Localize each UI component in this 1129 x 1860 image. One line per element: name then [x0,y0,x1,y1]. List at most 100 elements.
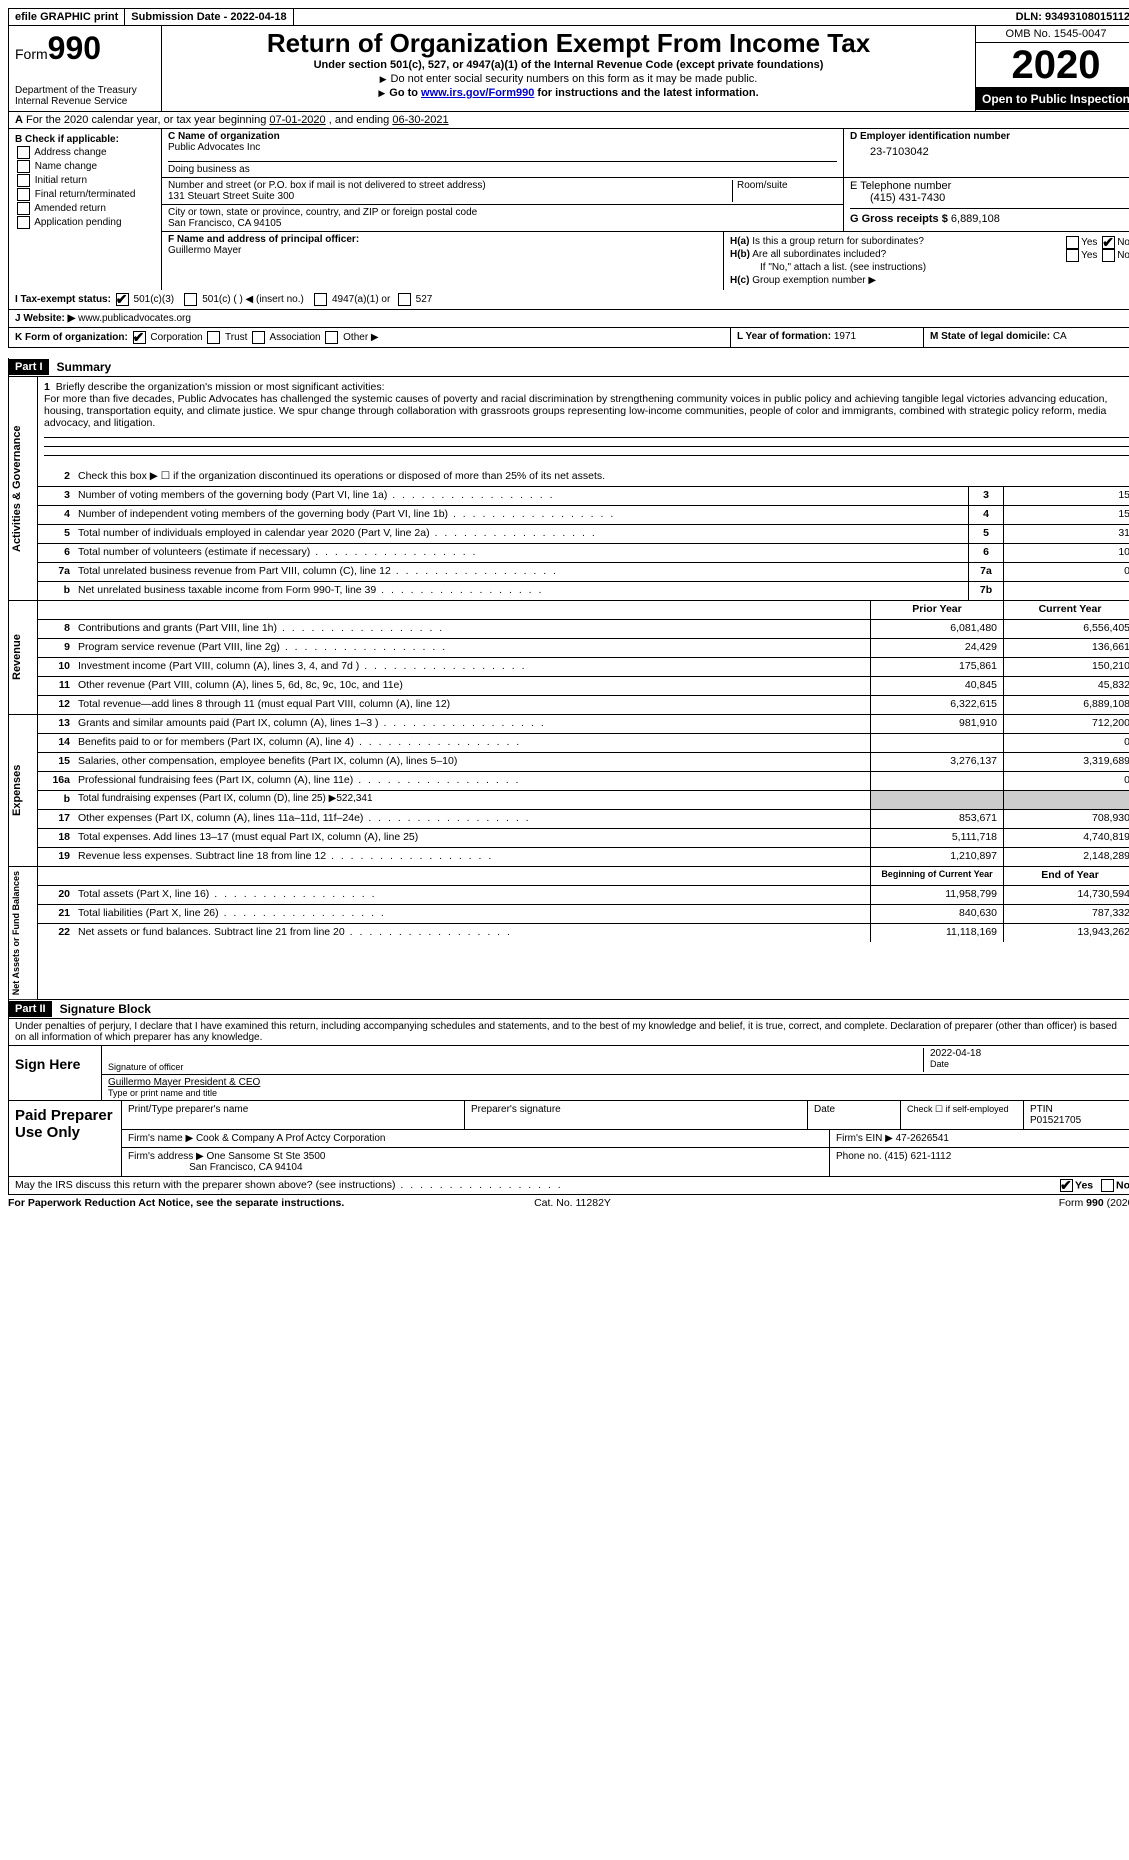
mission-label: Briefly describe the organization's miss… [56,381,385,393]
check-501c3[interactable] [116,293,129,306]
header-right: OMB No. 1545-0047 2020 Open to Public In… [976,26,1129,111]
signature-block: Under penalties of perjury, I declare th… [8,1019,1129,1101]
group-return-block: H(a) Is this a group return for subordin… [724,232,1129,290]
net-assets-section: Net Assets or Fund Balances Beginning of… [8,867,1129,1000]
line-7b: Net unrelated business taxable income fr… [74,582,968,600]
sig-date: 2022-04-18 [930,1048,1129,1059]
line-2: Check this box ▶ ☐ if the organization d… [74,468,1129,486]
ssn-warning: Do not enter social security numbers on … [168,73,969,85]
end-year-hdr: End of Year [1003,867,1129,885]
check-final-return[interactable] [17,188,30,201]
ptin: P01521705 [1030,1115,1081,1126]
irs-link[interactable]: www.irs.gov/Form990 [421,87,534,99]
year-begin: 07-01-2020 [269,114,325,126]
omb-number: OMB No. 1545-0047 [976,26,1129,43]
mission-text: For more than five decades, Public Advoc… [44,393,1129,429]
begin-year-hdr: Beginning of Current Year [870,867,1003,885]
firm-phone: (415) 621-1112 [884,1151,951,1162]
form-number: 990 [48,30,101,66]
side-activities: Activities & Governance [9,377,38,600]
paperwork-notice: For Paperwork Reduction Act Notice, see … [8,1197,384,1209]
public-inspection: Open to Public Inspection [976,88,1129,110]
line-4: Number of independent voting members of … [74,506,968,524]
discuss-row: May the IRS discuss this return with the… [8,1177,1129,1195]
street-address: 131 Steuart Street Suite 300 [168,191,732,202]
room-suite-label: Room/suite [732,180,837,202]
tax-year: 2020 [976,43,1129,88]
revenue-section: Revenue Prior YearCurrent Year 8Contribu… [8,601,1129,715]
check-name-change[interactable] [17,160,30,173]
check-app-pending[interactable] [17,216,30,229]
org-name-block: C Name of organization Public Advocates … [162,129,844,177]
check-4947[interactable] [314,293,327,306]
firm-name: Cook & Company A Prof Actcy Corporation [196,1133,386,1144]
identity-grid: B Check if applicable: Address change Na… [8,129,1129,290]
form-subtitle: Under section 501(c), 527, or 4947(a)(1)… [168,59,969,71]
check-other[interactable] [325,331,338,344]
header-mid: Return of Organization Exempt From Incom… [162,26,976,111]
submission-date: Submission Date - 2022-04-18 [125,9,293,25]
top-bar: efile GRAPHIC print Submission Date - 20… [8,8,1129,26]
check-amended[interactable] [17,202,30,215]
part1-header: Part I Summary [8,358,1129,377]
hb-no[interactable] [1102,249,1115,262]
line-3: Number of voting members of the governin… [74,487,968,505]
current-year-hdr: Current Year [1003,601,1129,619]
dln: DLN: 93493108015112 [1010,9,1129,25]
discuss-no[interactable] [1101,1179,1114,1192]
tax-exempt-status: I Tax-exempt status: 501(c)(3) 501(c) ( … [8,290,1129,310]
year-formation: 1971 [834,331,856,342]
ha-yes[interactable] [1066,236,1079,249]
prior-year-hdr: Prior Year [870,601,1003,619]
check-trust[interactable] [207,331,220,344]
officer-block: F Name and address of principal officer:… [162,232,724,290]
hb-yes[interactable] [1066,249,1079,262]
year-end: 06-30-2021 [392,114,448,126]
line-5: Total number of individuals employed in … [74,525,968,543]
form-ref: Form 990 (2020) [761,1197,1129,1209]
side-net-assets: Net Assets or Fund Balances [9,867,38,999]
telephone: (415) 431-7430 [850,192,1129,204]
firm-addr1: One Sansome St Ste 3500 [207,1151,326,1162]
ha-no[interactable] [1102,236,1115,249]
firm-addr2: San Francisco, CA 94104 [189,1162,302,1173]
discuss-yes[interactable] [1060,1179,1073,1192]
paid-preparer-block: Paid Preparer Use Only Print/Type prepar… [8,1101,1129,1177]
preparer-label: Paid Preparer Use Only [9,1101,122,1176]
check-527[interactable] [398,293,411,306]
address-block: Number and street (or P.O. box if mail i… [162,178,844,231]
row-a-tax-year: A For the 2020 calendar year, or tax yea… [8,112,1129,129]
sign-here-label: Sign Here [9,1046,102,1100]
officer-signature: Guillermo Mayer President & CEO [108,1077,260,1088]
check-assoc[interactable] [252,331,265,344]
side-revenue: Revenue [9,601,38,714]
firm-ein: 47-2626541 [896,1133,949,1144]
officer-name: Guillermo Mayer [168,245,717,256]
form-label: Form [15,46,48,62]
expenses-section: Expenses 13Grants and similar amounts pa… [8,715,1129,867]
check-address-change[interactable] [17,146,30,159]
perjury-declaration: Under penalties of perjury, I declare th… [9,1019,1129,1046]
form-header: Form990 Department of the Treasury Inter… [8,26,1129,112]
line-6: Total number of volunteers (estimate if … [74,544,968,562]
phone-gross-block: E Telephone number (415) 431-7430 G Gros… [844,178,1129,231]
col-b-checkboxes: B Check if applicable: Address change Na… [9,129,162,290]
city-state-zip: San Francisco, CA 94105 [168,218,837,229]
form-title: Return of Organization Exempt From Incom… [168,28,969,59]
part2-header: Part II Signature Block [8,1000,1129,1019]
check-501c[interactable] [184,293,197,306]
org-name: Public Advocates Inc [168,142,837,153]
activities-governance: Activities & Governance 1 Briefly descri… [8,377,1129,601]
header-left: Form990 Department of the Treasury Inter… [9,26,162,111]
check-initial-return[interactable] [17,174,30,187]
cat-number: Cat. No. 11282Y [384,1197,760,1209]
line-7a: Total unrelated business revenue from Pa… [74,563,968,581]
dept-treasury: Department of the Treasury Internal Reve… [15,85,155,107]
page-footer: For Paperwork Reduction Act Notice, see … [8,1195,1129,1211]
ein-value: 23-7103042 [850,142,1129,162]
efile-label: efile GRAPHIC print [9,9,125,25]
side-expenses: Expenses [9,715,38,866]
gross-receipts: 6,889,108 [951,213,1000,225]
state-domicile: CA [1053,331,1067,342]
check-corp[interactable] [133,331,146,344]
